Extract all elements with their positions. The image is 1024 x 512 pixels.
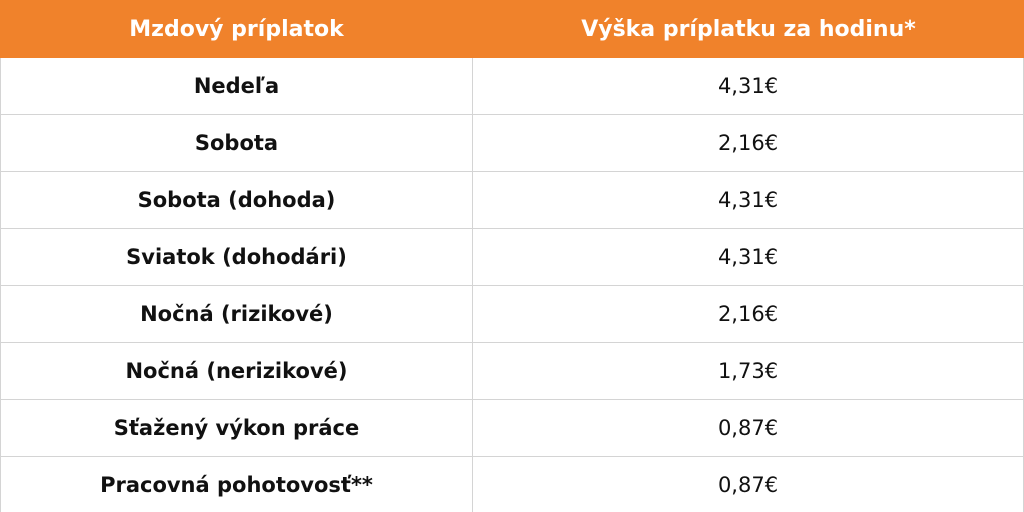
column-header-amount-per-hour: Výška príplatku za hodinu*	[581, 16, 916, 42]
table-row: Nedeľa 4,31€	[0, 58, 1024, 115]
supplement-name-cell: Sobota	[0, 115, 473, 171]
supplement-amount-cell: 4,31€	[473, 58, 1024, 114]
table-body: Nedeľa 4,31€ Sobota 2,16€ Sobota (dohoda…	[0, 58, 1024, 512]
table-row: Sobota (dohoda) 4,31€	[0, 172, 1024, 229]
supplement-amount-cell: 0,87€	[473, 457, 1024, 512]
supplement-name-cell: Sviatok (dohodári)	[0, 229, 473, 285]
supplement-name-cell: Sťažený výkon práce	[0, 400, 473, 456]
supplement-name-cell: Nočná (rizikové)	[0, 286, 473, 342]
table-header-row: Mzdový príplatok Výška príplatku za hodi…	[0, 0, 1024, 58]
supplement-amount-cell: 4,31€	[473, 172, 1024, 228]
table-row: Sťažený výkon práce 0,87€	[0, 400, 1024, 457]
table-row: Nočná (nerizikové) 1,73€	[0, 343, 1024, 400]
supplement-name-cell: Sobota (dohoda)	[0, 172, 473, 228]
supplement-amount-cell: 2,16€	[473, 286, 1024, 342]
supplement-name-cell: Pracovná pohotovosť**	[0, 457, 473, 512]
column-header-supplement: Mzdový príplatok	[129, 16, 344, 42]
table-row: Sviatok (dohodári) 4,31€	[0, 229, 1024, 286]
supplement-name-cell: Nočná (nerizikové)	[0, 343, 473, 399]
table-row: Sobota 2,16€	[0, 115, 1024, 172]
supplement-amount-cell: 2,16€	[473, 115, 1024, 171]
supplement-amount-cell: 1,73€	[473, 343, 1024, 399]
supplement-amount-cell: 0,87€	[473, 400, 1024, 456]
supplement-amount-cell: 4,31€	[473, 229, 1024, 285]
supplement-name-cell: Nedeľa	[0, 58, 473, 114]
table-row: Nočná (rizikové) 2,16€	[0, 286, 1024, 343]
table-row: Pracovná pohotovosť** 0,87€	[0, 457, 1024, 512]
